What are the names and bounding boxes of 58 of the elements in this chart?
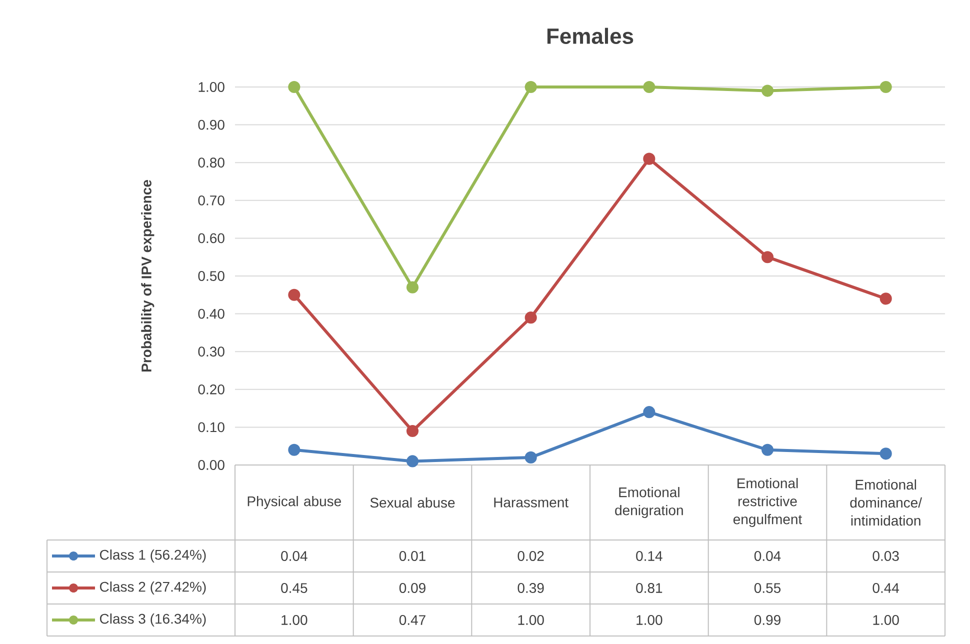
- data-label: 0.47: [399, 615, 426, 625]
- y-tick-label: 0.60: [198, 233, 224, 244]
- x-tick-label: Emotional dominance/ intimidation: [850, 479, 922, 526]
- data-label: 0.02: [518, 551, 544, 561]
- data-label: 0.39: [518, 583, 544, 593]
- x-tick-label: Emotional denigration: [615, 486, 683, 518]
- point: [643, 406, 656, 418]
- legend-label: Class 2 (27.42%): [100, 581, 206, 595]
- x-tick-label: Emotional restrictive engulfment: [733, 478, 802, 528]
- data-label: 0.04: [281, 551, 308, 561]
- y-tick-label: 0.10: [198, 422, 224, 432]
- x-tick-label: Harassment: [494, 498, 568, 508]
- point: [524, 312, 537, 324]
- point: [288, 444, 300, 456]
- data-label: 1.00: [518, 615, 544, 625]
- point: [643, 152, 656, 165]
- data-label: 0.03: [872, 551, 899, 561]
- y-tick-label: 0.80: [198, 158, 224, 168]
- data-label: 0.09: [399, 583, 426, 593]
- legend-label: Class 1 (56.24%): [100, 549, 206, 563]
- chart-title: Females: [547, 28, 634, 44]
- point: [524, 80, 537, 94]
- point: [524, 451, 537, 464]
- y-tick-label: 0.90: [198, 120, 224, 130]
- data-label: 0.01: [399, 551, 426, 561]
- point: [643, 80, 656, 94]
- point: [288, 288, 300, 301]
- y-tick-label: 0.30: [198, 346, 224, 357]
- data-label: 0.99: [754, 615, 780, 625]
- y-tick-label: 1.00: [198, 82, 224, 92]
- y-tick-label: 0.00: [198, 460, 224, 470]
- point: [406, 455, 419, 468]
- data-label: 1.00: [282, 615, 308, 625]
- data-label: 0.04: [754, 551, 781, 561]
- data-label: 0.55: [754, 583, 781, 593]
- point: [761, 444, 774, 456]
- point: [761, 84, 774, 97]
- point: [880, 80, 892, 94]
- data-label: 1.00: [636, 615, 662, 625]
- data-label: 0.44: [872, 583, 900, 593]
- y-tick-label: 0.40: [198, 308, 224, 319]
- data-label: 0.45: [281, 583, 308, 593]
- point: [288, 80, 300, 94]
- point: [406, 281, 419, 294]
- point: [880, 292, 892, 305]
- data-label: 1.00: [873, 615, 899, 625]
- y-tick-label: 0.50: [198, 271, 224, 281]
- y-tick-label: 0.70: [198, 195, 224, 206]
- x-tick-label: Physical abuse: [248, 496, 341, 510]
- point: [761, 251, 774, 264]
- x-tick-label: Sexual abuse: [370, 497, 455, 508]
- data-label: 0.81: [636, 583, 662, 593]
- y-axis-title: Probability of IPV experience: [141, 180, 154, 372]
- point: [406, 424, 419, 438]
- point: [880, 448, 892, 460]
- data-label: 0.14: [636, 551, 662, 561]
- legend-label: Class 3 (16.34%): [100, 613, 206, 627]
- y-tick-label: 0.20: [198, 384, 224, 394]
